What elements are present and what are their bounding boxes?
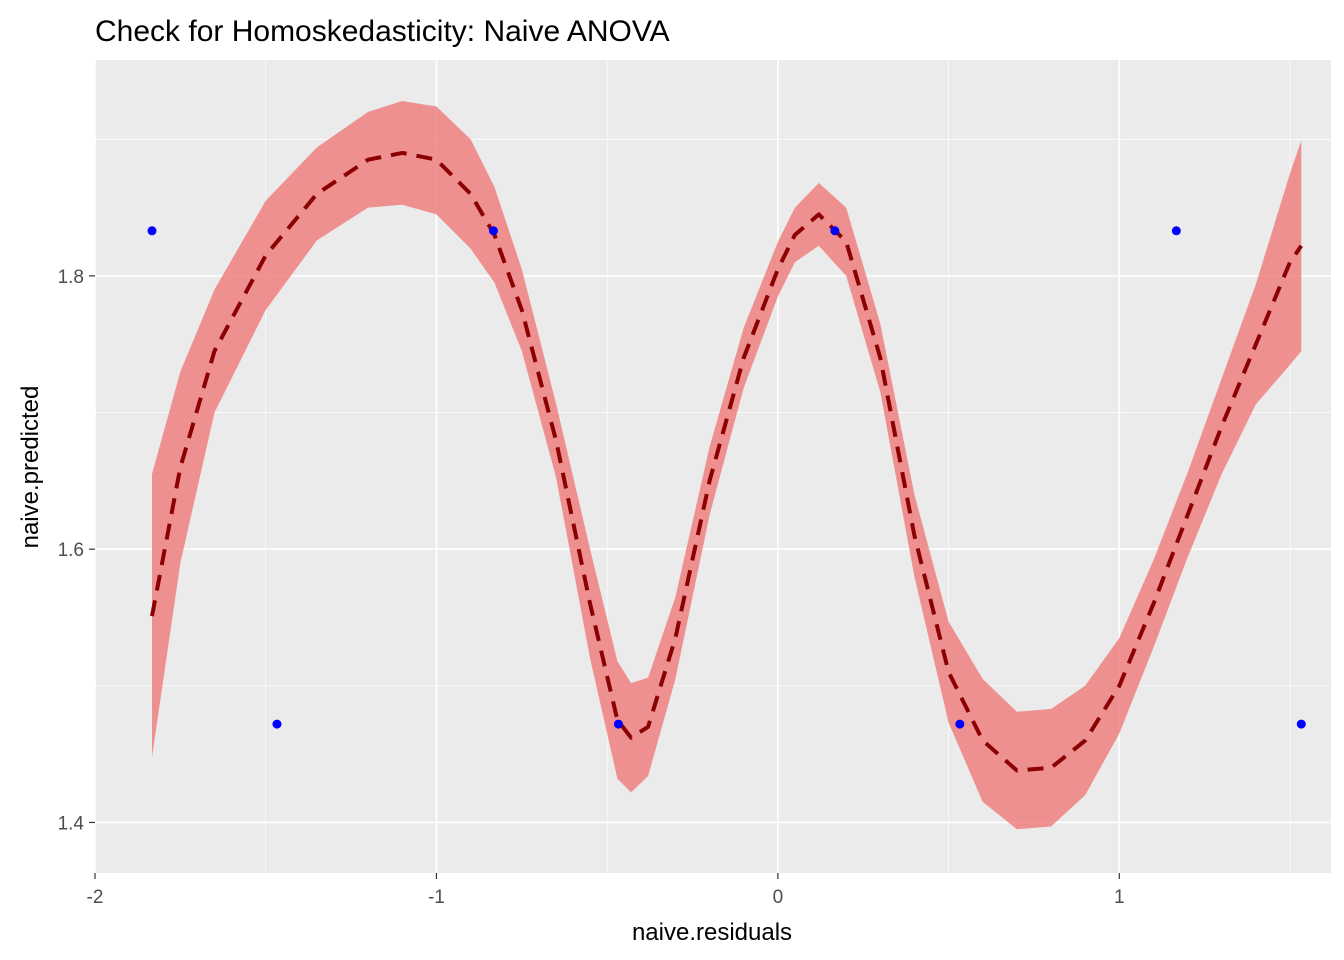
x-tick-label: -2 bbox=[87, 887, 104, 908]
data-point bbox=[488, 226, 498, 236]
x-tick-label: 0 bbox=[773, 887, 784, 908]
data-point bbox=[955, 719, 965, 729]
data-point bbox=[272, 719, 282, 729]
x-tick-label: 1 bbox=[1114, 887, 1125, 908]
data-points bbox=[147, 226, 1306, 729]
smooth-line-layer bbox=[150, 150, 1303, 773]
axis-ticks: -2 -1 0 1 1.4 1.6 1.8 bbox=[58, 267, 1125, 908]
smooth-fit-line bbox=[150, 150, 1303, 773]
x-tick-label: -1 bbox=[428, 887, 445, 908]
data-point bbox=[613, 719, 623, 729]
y-tick-label: 1.4 bbox=[58, 813, 85, 834]
data-point bbox=[830, 226, 840, 236]
data-point bbox=[1171, 226, 1181, 236]
data-point bbox=[1296, 719, 1306, 729]
y-axis-title: naive.predicted bbox=[17, 386, 44, 549]
chart-title: Check for Homoskedasticity: Naive ANOVA bbox=[95, 15, 670, 48]
y-tick-label: 1.6 bbox=[58, 540, 84, 561]
data-point bbox=[147, 226, 157, 236]
grid-lines bbox=[94, 60, 1331, 873]
y-tick-label: 1.8 bbox=[58, 267, 84, 288]
x-axis-title: naive.residuals bbox=[632, 919, 792, 946]
